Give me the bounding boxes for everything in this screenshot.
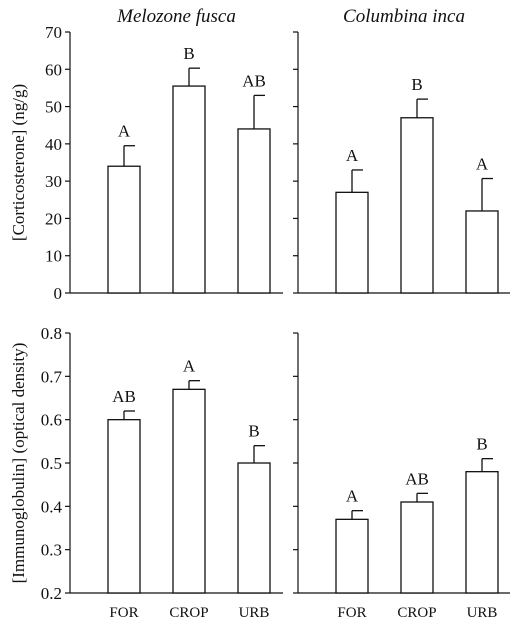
panel-top-left: 0 10 20 30 40 50 60 70 Melozone fusca [Corticoste… [9,6,283,303]
y-tick-label: 0.6 [41,411,62,430]
significance-label: B [248,422,259,441]
y-tick-label: 0.4 [41,497,63,516]
panel-title: Columbina inca [343,6,465,27]
y-axis-title: [Corticosterone] (ng/g) [9,84,28,241]
bar-crop [172,388,206,594]
y-tick-label: 0.3 [41,541,62,560]
significance-label: A [183,357,196,376]
panel-bottom-right: A FOR AB CROP B URB [293,332,510,621]
category-label: FOR [109,605,138,621]
y-axis-title: [Immunoglobulin] (optical density) [9,343,28,584]
bar-for [335,518,369,594]
bar-for [107,165,141,294]
category-label: URB [239,605,270,621]
y-tick-label: 50 [45,98,62,117]
bar-crop [400,117,434,294]
y-tick-label: 30 [45,172,62,191]
y-tick-label: 0.7 [41,367,63,386]
panels: 0 10 20 30 40 50 60 70 Melozone fusca [Corticoste… [9,6,510,621]
y-tick-label: 0.8 [41,324,62,343]
bar-for [107,419,141,594]
panel-title: Melozone fusca [116,6,236,27]
significance-label: A [346,487,359,506]
significance-label: B [411,75,422,94]
bar-urb [465,210,499,294]
bar-urb [237,462,271,594]
y-tick-label: 70 [45,23,62,42]
category-label: CROP [397,605,436,621]
panel-bottom-left: 0.2 0.3 0.4 0.5 0.6 0.7 0.8 [Immunoglobulin] (o… [9,324,283,621]
bar-for [335,191,369,294]
bar-crop [400,501,434,594]
y-tick-label: 40 [45,135,62,154]
y-tick-label: 0.2 [41,584,62,603]
bar-urb [465,471,499,594]
category-label: FOR [337,605,366,621]
category-label: CROP [169,605,208,621]
significance-label: A [346,146,359,165]
bar-crop [172,85,206,294]
significance-label: B [476,435,487,454]
panel-top-right: Columbina inca A B A [293,6,510,294]
significance-label: B [183,44,194,63]
bar-urb [237,128,271,294]
y-tick-label: 20 [45,209,62,228]
significance-label: AB [405,469,429,488]
y-tick-label: 60 [45,60,62,79]
y-tick-label: 10 [45,247,62,266]
y-tick-label: 0.5 [41,454,62,473]
significance-label: AB [112,387,136,406]
significance-label: AB [242,71,266,90]
y-tick-label: 0 [54,284,63,303]
significance-label: A [476,155,489,174]
category-label: URB [467,605,498,621]
significance-label: A [118,122,131,141]
